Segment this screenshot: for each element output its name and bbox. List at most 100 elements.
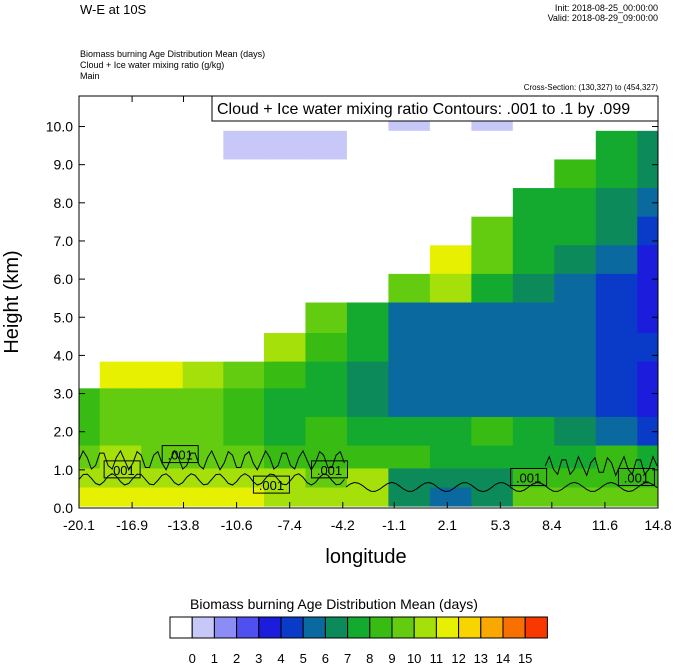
heat-cell <box>305 487 348 507</box>
heat-cell <box>305 302 348 334</box>
heat-cell <box>512 387 555 417</box>
y-tick-label: 0.0 <box>54 500 74 516</box>
heat-cell <box>471 273 514 303</box>
main-title: W-E at 10S <box>80 2 147 17</box>
heat-cell <box>512 361 555 389</box>
colorbar-box <box>369 616 393 639</box>
contour-label-box <box>311 460 349 479</box>
heat-cell <box>595 158 638 189</box>
heat-cell <box>512 273 555 303</box>
heat-cell <box>141 273 184 303</box>
heat-cell <box>346 416 389 446</box>
x-tick-label: 2.1 <box>438 517 458 533</box>
heat-cell <box>79 216 101 246</box>
heat-cell <box>429 416 472 446</box>
colorbar-box <box>458 616 482 639</box>
y-tick-label: 6.0 <box>54 271 74 287</box>
heat-cell <box>595 387 638 417</box>
valid-time: Valid: 2018-08-29_09:00:00 <box>547 13 658 23</box>
heat-cell <box>637 445 659 469</box>
heat-cell <box>305 387 348 417</box>
heat-cell <box>595 445 638 469</box>
heat-cell <box>429 302 472 334</box>
heat-cell <box>429 332 472 362</box>
cloud-contours: .001 .001 .001 .001 .001 .001 <box>78 445 658 494</box>
colorbar-label: 10 <box>406 651 422 666</box>
colorbar-label: 0 <box>188 651 196 666</box>
heat-cell <box>346 273 389 303</box>
colorbar-box <box>413 616 437 639</box>
heat-cell <box>554 361 597 389</box>
x-tick-label: -1.1 <box>382 517 406 533</box>
colorbar-box <box>502 616 526 639</box>
colorbar-label: 1 <box>210 651 219 666</box>
heat-cell <box>637 332 659 362</box>
heat-cell <box>554 244 597 274</box>
contour-label-box <box>510 467 548 486</box>
colorbar-label: 4 <box>277 651 285 666</box>
heat-cell <box>263 361 306 389</box>
contour-label-box <box>617 467 655 486</box>
contour-label: .001 <box>624 470 649 485</box>
heat-cell <box>141 244 184 274</box>
heat-cell <box>263 387 306 417</box>
y-tick-label: 5.0 <box>54 309 74 325</box>
heat-cell <box>512 416 555 446</box>
heat-cell <box>595 302 638 334</box>
heat-cell <box>99 216 142 246</box>
heat-cell <box>305 216 348 246</box>
heat-cell <box>79 302 101 334</box>
x-tick-label: -7.4 <box>278 517 302 533</box>
heat-cell <box>79 387 101 417</box>
heat-cell <box>388 216 431 246</box>
heat-cell <box>141 416 184 446</box>
heat-cell <box>554 187 597 217</box>
heat-cell <box>182 158 224 189</box>
heat-cell <box>429 467 472 488</box>
heat-cell <box>388 158 431 189</box>
heat-cell <box>471 130 514 160</box>
heat-cell <box>637 487 659 507</box>
contour-label-box <box>103 460 141 479</box>
heat-cell <box>141 99 184 131</box>
colorbar-box <box>213 616 238 639</box>
heat-cell <box>305 361 348 389</box>
heat-cell <box>263 487 306 507</box>
heat-cell <box>99 416 142 446</box>
heat-cell <box>223 187 265 217</box>
heat-cell <box>346 487 389 507</box>
heat-cell <box>429 387 472 417</box>
colorbar-box <box>324 616 349 639</box>
heat-cell <box>388 302 431 334</box>
heat-cell <box>637 467 659 488</box>
heat-cell <box>79 130 101 160</box>
heat-cell <box>429 361 472 389</box>
heat-cell <box>388 387 431 417</box>
heat-cell <box>388 273 431 303</box>
heat-cell <box>471 332 514 362</box>
colorbar-title: Biomass burning Age Distribution Mean (d… <box>190 596 478 612</box>
contour-label: .001 <box>259 478 284 493</box>
colorbar-box <box>258 616 282 639</box>
x-tick-label: 14.8 <box>644 517 671 533</box>
heat-cell <box>99 361 142 389</box>
heat-cell <box>263 416 306 446</box>
y-tick-label: 4.0 <box>54 347 74 363</box>
heat-cell <box>99 445 142 469</box>
heat-cell <box>512 187 555 217</box>
colorbar-box <box>280 616 304 639</box>
heat-cell <box>388 487 431 507</box>
y-tick-label: 8.0 <box>54 195 74 211</box>
heat-cell <box>263 216 306 246</box>
heat-cell <box>223 244 265 274</box>
heat-cell <box>595 130 638 160</box>
heat-cell <box>595 187 638 217</box>
contour-label: .001 <box>516 470 541 485</box>
heat-cell <box>182 467 224 488</box>
colorbar-label: 2 <box>232 651 241 666</box>
heat-cell <box>637 361 659 389</box>
heat-cell <box>305 416 348 446</box>
y-tick-label: 2.0 <box>54 424 74 440</box>
heat-cell <box>471 302 514 334</box>
heat-cell <box>471 487 514 507</box>
